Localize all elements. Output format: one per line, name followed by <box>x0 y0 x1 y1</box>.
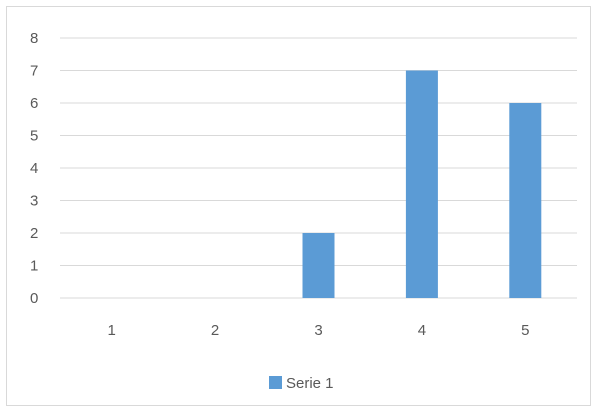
bar <box>509 103 542 298</box>
gridlines <box>60 37 577 299</box>
y-tick-label: 6 <box>30 95 38 112</box>
y-tick-label: 5 <box>30 128 38 145</box>
y-tick-label: 7 <box>30 63 38 80</box>
x-tick-label: 2 <box>211 322 219 339</box>
y-tick-label: 3 <box>30 193 38 210</box>
y-tick-label: 8 <box>30 30 38 47</box>
legend-swatch <box>269 376 282 389</box>
x-tick-label: 4 <box>418 322 426 339</box>
x-tick-label: 1 <box>108 322 116 339</box>
y-tick-label: 0 <box>30 290 38 307</box>
x-tick-label: 3 <box>314 322 322 339</box>
legend-label: Serie 1 <box>286 375 334 392</box>
x-tick-label: 5 <box>521 322 529 339</box>
y-axis-ticks: 0 1 2 3 4 5 6 7 8 <box>30 30 38 307</box>
y-tick-label: 4 <box>30 160 38 177</box>
bar <box>302 233 335 298</box>
y-tick-label: 1 <box>30 258 38 275</box>
chart-area <box>6 6 591 406</box>
y-tick-label: 2 <box>30 225 38 242</box>
bars <box>302 70 542 298</box>
bar <box>405 70 438 298</box>
legend: Serie 1 <box>269 375 334 392</box>
x-axis-ticks: 1 2 3 4 5 <box>108 322 530 339</box>
